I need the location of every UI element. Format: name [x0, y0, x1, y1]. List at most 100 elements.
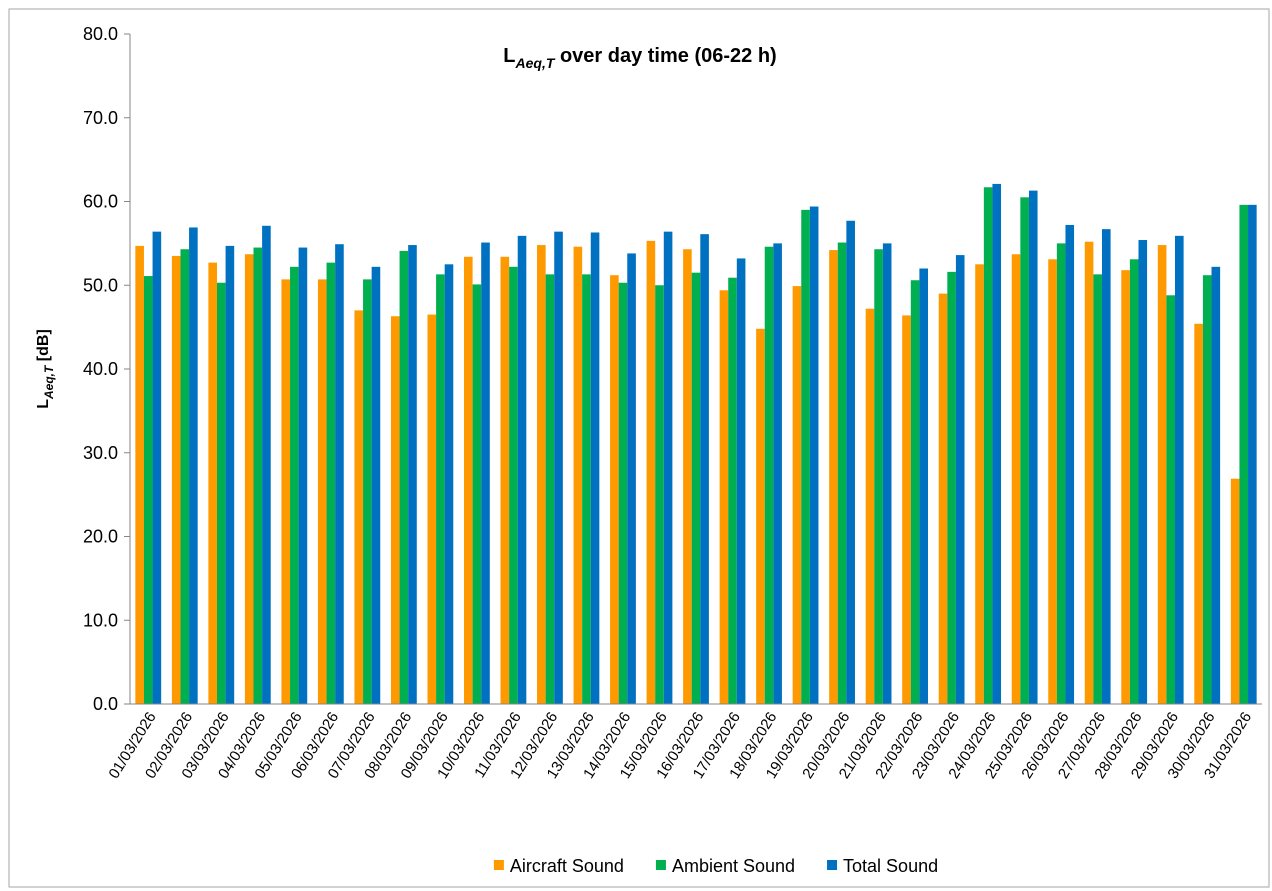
bar: [408, 245, 417, 705]
ylabel-subscript: Aeq,T: [42, 364, 56, 400]
bar: [874, 249, 883, 705]
bar: [1211, 266, 1221, 704]
bar: [444, 264, 454, 704]
bar: [436, 274, 445, 704]
bar: [152, 231, 162, 704]
bar: [244, 254, 254, 704]
bar: [1194, 323, 1203, 704]
bar: [335, 244, 344, 704]
bar: [910, 280, 920, 704]
bar: [253, 247, 263, 704]
y-tick-label: 30.0: [83, 443, 118, 463]
legend-label: Total Sound: [843, 856, 938, 876]
bar: [262, 225, 271, 704]
y-tick-label: 10.0: [83, 610, 118, 630]
bar: [719, 290, 729, 704]
bar: [837, 242, 847, 704]
bar: [582, 274, 591, 704]
bar: [363, 279, 372, 704]
legend-label: Ambient Sound: [672, 856, 795, 876]
bar: [846, 220, 855, 704]
bar: [655, 285, 664, 704]
bar: [225, 245, 235, 704]
y-tick-label: 0.0: [93, 694, 118, 714]
bar: [290, 266, 299, 704]
bar: [390, 316, 400, 704]
bar: [663, 231, 673, 704]
bar: [171, 255, 181, 704]
y-tick-label: 80.0: [83, 24, 118, 44]
bar: [691, 272, 701, 704]
bar: [1020, 197, 1029, 704]
bar: [326, 262, 336, 704]
bar: [1065, 224, 1075, 704]
bar: [517, 235, 527, 704]
legend-swatch: [493, 860, 504, 870]
bar: [354, 310, 364, 704]
bar: [728, 277, 737, 704]
bar: [208, 262, 217, 704]
bar: [216, 282, 226, 704]
bar: [545, 274, 555, 704]
legend-label: Aircraft Sound: [510, 856, 624, 876]
bar: [919, 268, 928, 704]
y-tick-label: 70.0: [83, 108, 118, 128]
bar: [590, 232, 600, 705]
bar: [189, 227, 198, 704]
legend-swatch: [827, 860, 838, 870]
y-tick-label: 50.0: [83, 275, 118, 295]
bar: [1138, 240, 1148, 704]
bar: [1239, 204, 1249, 704]
bar: [481, 242, 490, 704]
y-tick-label: 60.0: [83, 192, 118, 212]
bar: [627, 253, 636, 705]
bar: [464, 256, 473, 704]
y-tick-label: 20.0: [83, 527, 118, 547]
bar: [135, 245, 144, 704]
bar: [317, 279, 327, 704]
bar: [143, 276, 153, 704]
bar: [427, 314, 437, 704]
bar: [180, 249, 190, 705]
bar: [1175, 235, 1184, 704]
bar: [646, 240, 656, 705]
bar: [947, 271, 956, 704]
bar: [1121, 270, 1130, 704]
title-part: L: [503, 45, 515, 67]
y-tick-label: 40.0: [83, 359, 118, 379]
ylabel-part: [dB]: [35, 329, 52, 365]
bar: [298, 247, 308, 704]
bar: [1084, 241, 1094, 704]
bar: [829, 250, 838, 704]
title-part: over day time (06-22 h): [554, 45, 776, 67]
bar: [992, 183, 1002, 705]
bar: [700, 234, 709, 704]
bar: [610, 275, 619, 704]
bar: [865, 308, 875, 704]
bar: [1202, 275, 1212, 704]
bar: [281, 279, 291, 704]
bar: [764, 246, 774, 704]
bar: [1011, 254, 1021, 704]
bar: [801, 209, 810, 704]
legend-swatch: [655, 860, 666, 870]
bar: [938, 293, 948, 704]
bar: [955, 255, 965, 704]
bar: [1157, 245, 1167, 705]
bar: [1093, 274, 1102, 704]
bar: [1056, 243, 1066, 704]
bar: [1129, 259, 1139, 704]
bar: [736, 258, 746, 704]
bar: [902, 315, 911, 704]
bar: [500, 256, 510, 704]
bar: [573, 246, 583, 704]
bar: [792, 286, 802, 704]
ylabel-part: L: [35, 399, 52, 409]
bar: [756, 328, 765, 704]
bar: [983, 187, 993, 704]
y-axis-label: LAeq,T [dB]: [35, 329, 56, 409]
bar: [1248, 204, 1257, 704]
bar: [371, 266, 381, 704]
bar: [975, 264, 984, 704]
